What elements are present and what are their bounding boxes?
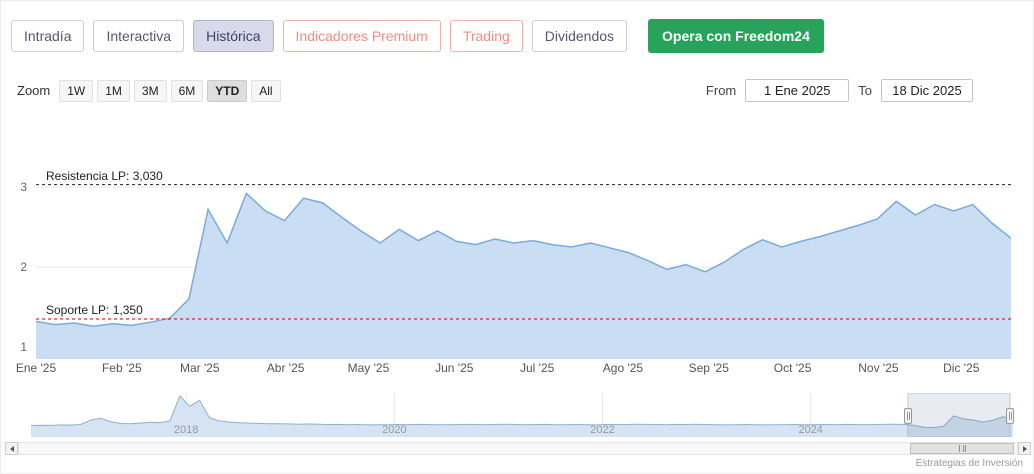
from-date-input[interactable]	[745, 79, 850, 102]
tab-dividendos[interactable]: Dividendos	[531, 20, 628, 52]
x-axis-label: Feb '25	[101, 361, 142, 375]
zoom-button-all[interactable]: All	[251, 79, 281, 102]
x-axis-label: Ago '25	[602, 361, 644, 375]
from-label: From	[705, 83, 737, 98]
navigator-year-label: 2022	[590, 424, 615, 436]
tab-indicadores-premium[interactable]: Indicadores Premium	[282, 20, 441, 52]
x-axis-label: Jun '25	[435, 361, 474, 375]
navigator-year-label: 2020	[382, 424, 407, 436]
y-axis-label: 3	[20, 180, 27, 194]
tab-interactiva[interactable]: Interactiva	[93, 20, 185, 52]
tab-historica[interactable]: Histórica	[193, 20, 274, 52]
support-line-label: Soporte LP: 1,350	[46, 303, 143, 317]
left-arrow-icon	[9, 445, 14, 452]
zoom-button-1w[interactable]: 1W	[59, 79, 94, 102]
scroll-right-button[interactable]	[1018, 442, 1031, 455]
tab-trading[interactable]: Trading	[449, 20, 523, 52]
scrollbar-thumb[interactable]	[910, 443, 1014, 454]
x-axis-label: Mar '25	[179, 361, 220, 375]
watermark-credit: Estrategias de Inversión	[915, 458, 1023, 469]
x-axis-label: Nov '25	[858, 361, 899, 375]
price-area-chart[interactable]: 1 2 3 Resistencia LP: 3,030 Soporte LP: 1,…	[1, 135, 1034, 359]
y-axis-label: 2	[20, 260, 27, 274]
to-date-input[interactable]	[881, 79, 973, 102]
zoom-button-ytd[interactable]: YTD	[207, 79, 248, 102]
range-navigator[interactable]: 2018 2020 2022 2024	[31, 393, 1015, 439]
date-range-controls: From To	[706, 79, 973, 102]
zoom-label: Zoom	[17, 83, 51, 98]
right-arrow-icon	[1022, 445, 1027, 452]
horizontal-scrollbar[interactable]	[5, 442, 1031, 455]
price-series-plot[interactable]	[36, 135, 1011, 359]
scrollbar-track[interactable]	[18, 442, 1018, 455]
navigator-series-plot[interactable]	[31, 393, 1013, 437]
zoom-button-3m[interactable]: 3M	[133, 79, 167, 102]
freedom24-cta-button[interactable]: Opera con Freedom24	[648, 19, 824, 53]
resistance-line-label: Resistencia LP: 3,030	[46, 168, 163, 183]
x-axis-label: Sep '25	[688, 361, 729, 375]
tab-intradia[interactable]: Intradía	[11, 20, 85, 52]
zoom-button-6m[interactable]: 6M	[170, 79, 204, 102]
x-axis-label: Dic '25	[943, 361, 980, 375]
chart-mode-tabs: Intradía Interactiva Histórica Indicador…	[11, 19, 824, 53]
x-axis-label: Jul '25	[519, 361, 555, 375]
navigator-right-handle[interactable]	[1006, 408, 1015, 424]
x-axis-label: May '25	[347, 361, 390, 375]
x-axis-label: Oct '25	[773, 361, 812, 375]
x-axis-label: Abr '25	[266, 361, 305, 375]
x-axis: Ene '25 Feb '25 Mar '25 Abr '25 May '25 Jun '…	[1, 361, 1034, 377]
navigator-year-label: 2024	[798, 424, 823, 436]
scroll-left-button[interactable]	[5, 442, 18, 455]
y-axis-label: 1	[20, 340, 27, 354]
to-label: To	[858, 83, 872, 98]
x-axis-label: Ene '25	[15, 361, 57, 375]
navigator-year-label: 2018	[173, 424, 199, 436]
thumb-grip-icon	[958, 445, 966, 452]
zoom-presets: 1W 1M 3M 6M YTD All	[59, 79, 281, 102]
navigator-left-handle[interactable]	[903, 408, 912, 424]
zoom-button-1m[interactable]: 1M	[97, 79, 130, 102]
